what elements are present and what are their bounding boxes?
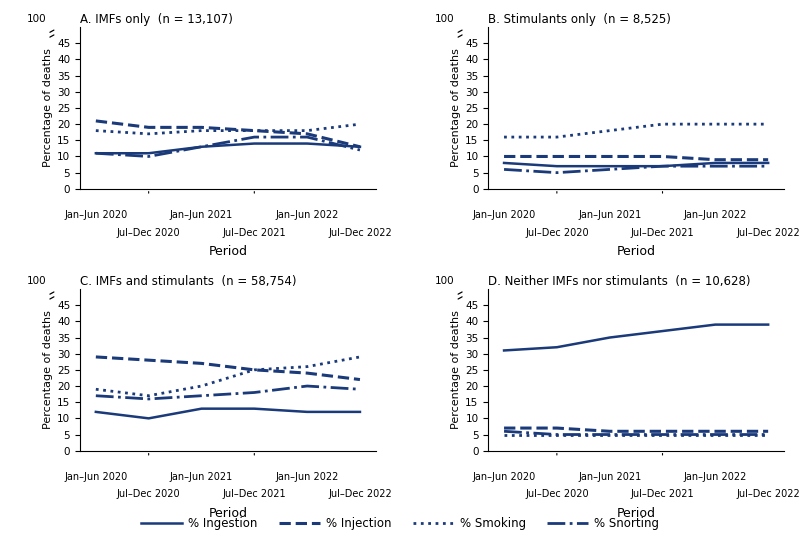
Y-axis label: Percentage of deaths: Percentage of deaths [451,48,461,167]
Text: Jul–Dec 2021: Jul–Dec 2021 [222,228,286,238]
Text: D. Neither IMFs nor stimulants  (n = 10,628): D. Neither IMFs nor stimulants (n = 10,6… [488,275,750,288]
Y-axis label: Percentage of deaths: Percentage of deaths [43,311,53,430]
Text: Jul–Dec 2021: Jul–Dec 2021 [222,489,286,500]
Text: Jan–Jun 2020: Jan–Jun 2020 [473,210,536,220]
Text: 100: 100 [26,14,46,24]
Text: Jul–Dec 2021: Jul–Dec 2021 [630,228,694,238]
Y-axis label: Percentage of deaths: Percentage of deaths [451,311,461,430]
Text: Jan–Jun 2021: Jan–Jun 2021 [170,210,233,220]
Text: Jan–Jun 2022: Jan–Jun 2022 [684,210,747,220]
Text: Jan–Jun 2020: Jan–Jun 2020 [64,472,127,482]
Legend: % Ingestion, % Injection, % Smoking, % Snorting: % Ingestion, % Injection, % Smoking, % S… [136,512,664,534]
Text: Jan–Jun 2022: Jan–Jun 2022 [275,472,339,482]
Text: Jul–Dec 2020: Jul–Dec 2020 [117,489,181,500]
Text: B. Stimulants only  (n = 8,525): B. Stimulants only (n = 8,525) [488,13,671,26]
Text: Jul–Dec 2022: Jul–Dec 2022 [328,228,392,238]
Text: Jul–Dec 2020: Jul–Dec 2020 [117,228,181,238]
Text: Jan–Jun 2020: Jan–Jun 2020 [64,210,127,220]
Text: Jul–Dec 2022: Jul–Dec 2022 [328,489,392,500]
Text: Jan–Jun 2021: Jan–Jun 2021 [578,210,642,220]
Text: Jul–Dec 2021: Jul–Dec 2021 [630,489,694,500]
Text: Jul–Dec 2022: Jul–Dec 2022 [736,489,800,500]
Text: Jan–Jun 2022: Jan–Jun 2022 [275,210,339,220]
Text: Period: Period [617,245,656,258]
Text: C. IMFs and stimulants  (n = 58,754): C. IMFs and stimulants (n = 58,754) [80,275,297,288]
Text: Period: Period [208,507,247,520]
Text: Period: Period [208,245,247,258]
Y-axis label: Percentage of deaths: Percentage of deaths [43,48,53,167]
Text: 100: 100 [434,276,454,286]
Text: A. IMFs only  (n = 13,107): A. IMFs only (n = 13,107) [80,13,233,26]
Text: Jul–Dec 2020: Jul–Dec 2020 [525,489,589,500]
Text: 100: 100 [26,276,46,286]
Text: Period: Period [617,507,656,520]
Text: Jan–Jun 2022: Jan–Jun 2022 [684,472,747,482]
Text: 100: 100 [434,14,454,24]
Text: Jan–Jun 2021: Jan–Jun 2021 [578,472,642,482]
Text: Jul–Dec 2020: Jul–Dec 2020 [525,228,589,238]
Text: Jan–Jun 2021: Jan–Jun 2021 [170,472,233,482]
Text: Jul–Dec 2022: Jul–Dec 2022 [736,228,800,238]
Text: Jan–Jun 2020: Jan–Jun 2020 [473,472,536,482]
